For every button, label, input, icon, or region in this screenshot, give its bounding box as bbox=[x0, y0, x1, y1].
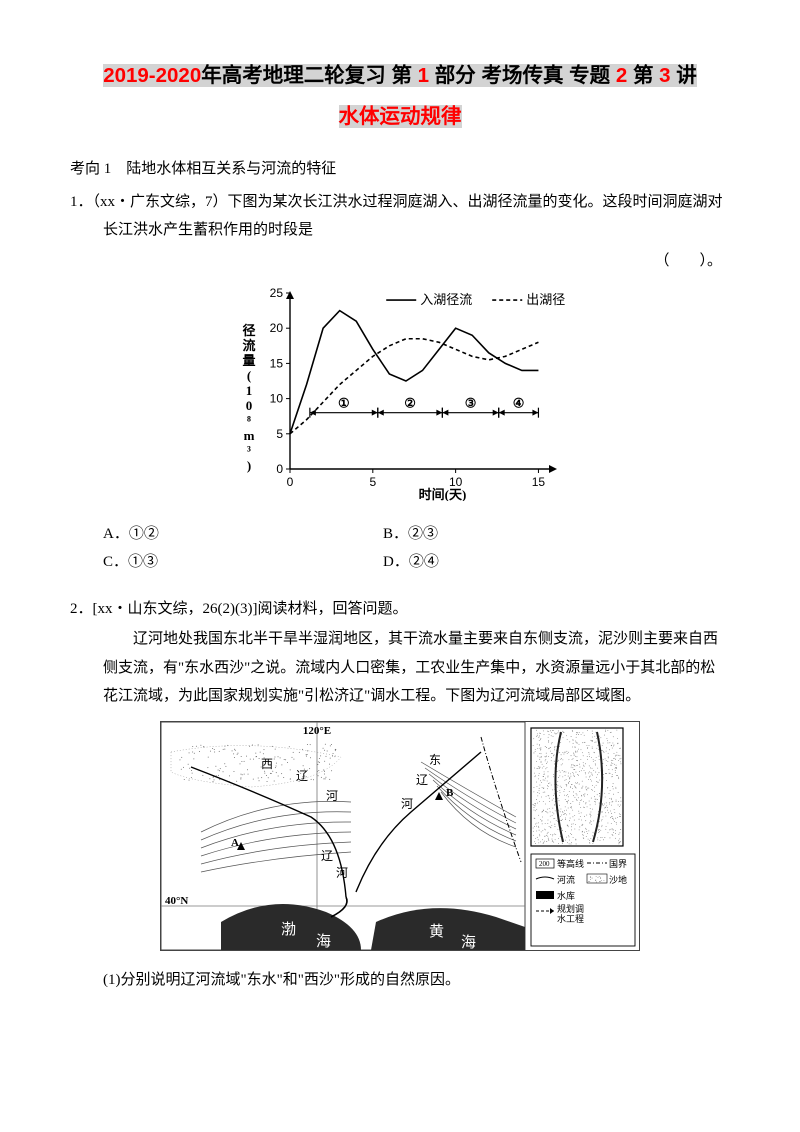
title-subject: 水体运动规律 bbox=[339, 105, 462, 128]
svg-text:径: 径 bbox=[242, 323, 255, 338]
q1-blank: （ ）。 bbox=[70, 247, 730, 276]
svg-text:B: B bbox=[446, 787, 454, 799]
q1-chart: 0510152025051015时间(天)径流量(10⁸m³)①②③④入湖径流出… bbox=[70, 281, 730, 512]
title-year: 2019-2020 bbox=[103, 64, 201, 87]
q2-text: [xx・山东文综，26(2)(3)]阅读材料，回答问题。 bbox=[93, 601, 408, 617]
svg-text:15: 15 bbox=[532, 475, 546, 489]
q2-paragraph: 辽河地处我国东北半干旱半湿润地区，其干流水量主要来自东侧支流，泥沙则主要来自西侧… bbox=[70, 625, 730, 711]
title-seg2: 部分 考场传真 专题 bbox=[435, 64, 610, 87]
svg-text:0: 0 bbox=[276, 462, 283, 476]
svg-text:河: 河 bbox=[401, 797, 413, 811]
svg-text:量: 量 bbox=[242, 353, 255, 368]
q2-map-wrap: 120°E40°N渤海黄海西辽河东辽河辽河AB200等高线国界河流沙地水库规划调… bbox=[70, 721, 730, 961]
question-1: 1．（xx・广东文综，7）下图为某次长江洪水过程洞庭湖入、出湖径流量的变化。这段… bbox=[70, 188, 730, 577]
svg-text:河: 河 bbox=[326, 789, 338, 803]
svg-text:水库: 水库 bbox=[557, 890, 575, 901]
title-num1: 1 bbox=[418, 64, 429, 87]
runoff-chart: 0510152025051015时间(天)径流量(10⁸m³)①②③④入湖径流出… bbox=[235, 281, 565, 501]
title-seg3: 第 bbox=[633, 64, 654, 87]
q1-choices: A．①② B．②③ C．①③ D．②④ bbox=[70, 520, 730, 577]
svg-text:②: ② bbox=[404, 396, 416, 411]
svg-text:5: 5 bbox=[369, 475, 376, 489]
svg-text:辽: 辽 bbox=[321, 849, 333, 863]
svg-text:(: ( bbox=[247, 368, 251, 383]
svg-text:³: ³ bbox=[247, 443, 251, 458]
svg-text:入湖径流: 入湖径流 bbox=[420, 292, 472, 307]
svg-text:东: 东 bbox=[429, 753, 441, 767]
q2-stem: 2．[xx・山东文综，26(2)(3)]阅读材料，回答问题。 bbox=[70, 595, 730, 624]
title-num2: 2 bbox=[616, 64, 627, 87]
q1-text: （xx・广东文综，7）下图为某次长江洪水过程洞庭湖入、出湖径流量的变化。这段时间… bbox=[93, 194, 723, 239]
svg-text:0: 0 bbox=[246, 398, 253, 413]
title-line-2: 水体运动规律 bbox=[70, 96, 730, 137]
title-num3: 3 bbox=[659, 64, 670, 87]
svg-text:河: 河 bbox=[336, 866, 348, 880]
svg-text:辽: 辽 bbox=[296, 769, 308, 783]
svg-text:流: 流 bbox=[242, 338, 255, 353]
svg-text:120°E: 120°E bbox=[303, 725, 331, 737]
svg-text:): ) bbox=[247, 458, 251, 473]
q2-subquestion-1: (1)分别说明辽河流域"东水"和"西沙"形成的自然原因。 bbox=[70, 966, 730, 995]
svg-text:西: 西 bbox=[261, 757, 273, 771]
svg-text:1: 1 bbox=[246, 383, 253, 398]
svg-text:m: m bbox=[244, 428, 255, 443]
liaohe-map: 120°E40°N渤海黄海西辽河东辽河辽河AB200等高线国界河流沙地水库规划调… bbox=[160, 721, 640, 951]
choice-b: B．②③ bbox=[383, 520, 438, 549]
svg-text:国界: 国界 bbox=[609, 859, 627, 869]
title-seg4: 讲 bbox=[676, 64, 697, 87]
q1-stem: 1．（xx・广东文综，7）下图为某次长江洪水过程洞庭湖入、出湖径流量的变化。这段… bbox=[70, 188, 730, 245]
choice-a: A．①② bbox=[103, 520, 383, 549]
section-heading: 考向 1 陆地水体相互关系与河流的特征 bbox=[70, 155, 730, 184]
svg-text:出湖径流: 出湖径流 bbox=[526, 292, 565, 307]
choice-c: C．①③ bbox=[103, 548, 383, 577]
title-line-1: 2019-2020年高考地理二轮复习 第 1 部分 考场传真 专题 2 第 3 … bbox=[70, 55, 730, 96]
svg-text:水工程: 水工程 bbox=[557, 913, 584, 924]
svg-text:海: 海 bbox=[316, 933, 331, 950]
svg-text:③: ③ bbox=[465, 396, 477, 411]
svg-text:时间(天): 时间(天) bbox=[419, 487, 467, 501]
q1-number: 1． bbox=[70, 194, 93, 210]
svg-text:等高线: 等高线 bbox=[557, 858, 584, 869]
svg-text:海: 海 bbox=[461, 934, 476, 950]
doc-title: 2019-2020年高考地理二轮复习 第 1 部分 考场传真 专题 2 第 3 … bbox=[70, 55, 730, 137]
svg-text:渤: 渤 bbox=[281, 921, 296, 938]
svg-text:辽: 辽 bbox=[416, 773, 428, 787]
svg-text:⁸: ⁸ bbox=[247, 413, 251, 428]
svg-text:河流: 河流 bbox=[557, 874, 575, 885]
choice-d: D．②④ bbox=[383, 548, 439, 577]
svg-text:④: ④ bbox=[513, 396, 525, 411]
svg-text:5: 5 bbox=[276, 427, 283, 441]
svg-text:10: 10 bbox=[270, 392, 284, 406]
svg-text:①: ① bbox=[338, 396, 350, 411]
svg-text:25: 25 bbox=[270, 286, 284, 300]
question-2: 2．[xx・山东文综，26(2)(3)]阅读材料，回答问题。 辽河地处我国东北半… bbox=[70, 595, 730, 995]
svg-text:黄: 黄 bbox=[429, 923, 444, 940]
svg-text:A: A bbox=[231, 837, 239, 849]
q2-number: 2． bbox=[70, 601, 93, 617]
svg-text:200: 200 bbox=[539, 860, 550, 868]
svg-text:20: 20 bbox=[270, 321, 284, 335]
svg-text:0: 0 bbox=[287, 475, 294, 489]
svg-text:规划调: 规划调 bbox=[557, 903, 584, 914]
title-seg1: 年高考地理二轮复习 第 bbox=[201, 64, 412, 87]
svg-text:40°N: 40°N bbox=[165, 895, 188, 907]
svg-text:沙地: 沙地 bbox=[609, 874, 627, 885]
svg-text:15: 15 bbox=[270, 356, 284, 370]
